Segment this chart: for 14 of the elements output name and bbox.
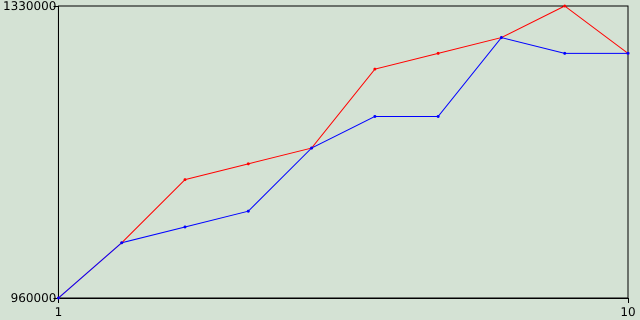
y-tick-label: 1330000 (2, 0, 56, 13)
x-tick-label: 10 (620, 305, 636, 319)
x-tick-label: 1 (54, 305, 62, 319)
point (436, 52, 440, 55)
point (436, 114, 440, 118)
y-tick-label: 960000 (10, 291, 56, 305)
point (373, 68, 376, 71)
point (373, 114, 376, 118)
point (246, 162, 250, 166)
point (563, 52, 566, 55)
point (563, 4, 566, 8)
point (246, 210, 250, 213)
point (184, 225, 187, 228)
point (184, 178, 187, 182)
